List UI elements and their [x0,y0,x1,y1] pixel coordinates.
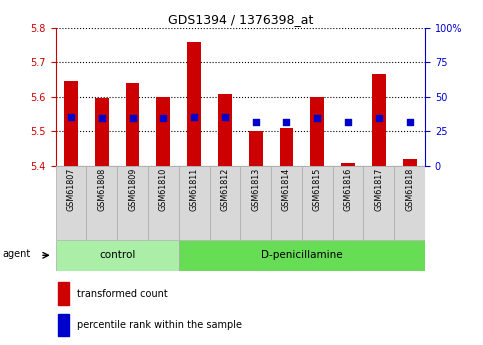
Bar [86,166,117,240]
Bar [179,166,210,240]
Text: D-penicillamine: D-penicillamine [261,250,342,260]
Bar [364,166,394,240]
Point [283,119,290,125]
Bar [394,166,425,240]
Point [406,119,413,125]
Bar [57,282,69,305]
Bar [249,131,263,166]
Text: GSM61808: GSM61808 [97,168,106,211]
Text: GSM61817: GSM61817 [374,168,384,211]
Bar [218,94,232,166]
Text: GSM61816: GSM61816 [343,168,353,211]
Bar [311,97,324,166]
Text: agent: agent [3,249,31,259]
Bar [64,81,78,166]
Bar [271,166,302,240]
Bar [117,166,148,240]
Text: GSM61809: GSM61809 [128,168,137,211]
Bar [240,166,271,240]
Text: GSM61812: GSM61812 [220,168,229,211]
Text: transformed count: transformed count [77,289,168,299]
Bar [56,240,179,271]
Point [221,115,229,120]
Bar [57,314,69,336]
Text: GSM61818: GSM61818 [405,168,414,211]
Bar [148,166,179,240]
Text: GSM61807: GSM61807 [67,168,75,211]
Bar [126,83,140,166]
Bar [372,74,386,166]
Point [344,119,352,125]
Text: GSM61811: GSM61811 [190,168,199,211]
Text: control: control [99,250,135,260]
Bar [333,166,364,240]
Text: GSM61814: GSM61814 [282,168,291,211]
Point [128,115,136,120]
Point [375,115,383,121]
Bar [179,240,425,271]
Bar [56,166,86,240]
Text: GSM61815: GSM61815 [313,168,322,211]
Bar [156,97,170,166]
Bar [210,166,240,240]
Bar [302,166,333,240]
Point [98,116,106,121]
Bar [95,98,109,166]
Point [252,119,259,125]
Point [313,115,321,121]
Title: GDS1394 / 1376398_at: GDS1394 / 1376398_at [168,13,313,27]
Bar [280,128,293,166]
Text: percentile rank within the sample: percentile rank within the sample [77,320,242,330]
Point [67,115,75,120]
Point [159,115,167,121]
Bar [403,159,416,166]
Text: GSM61813: GSM61813 [251,168,260,211]
Point [190,115,198,120]
Text: GSM61810: GSM61810 [159,168,168,211]
Bar [341,163,355,166]
Bar [187,42,201,166]
